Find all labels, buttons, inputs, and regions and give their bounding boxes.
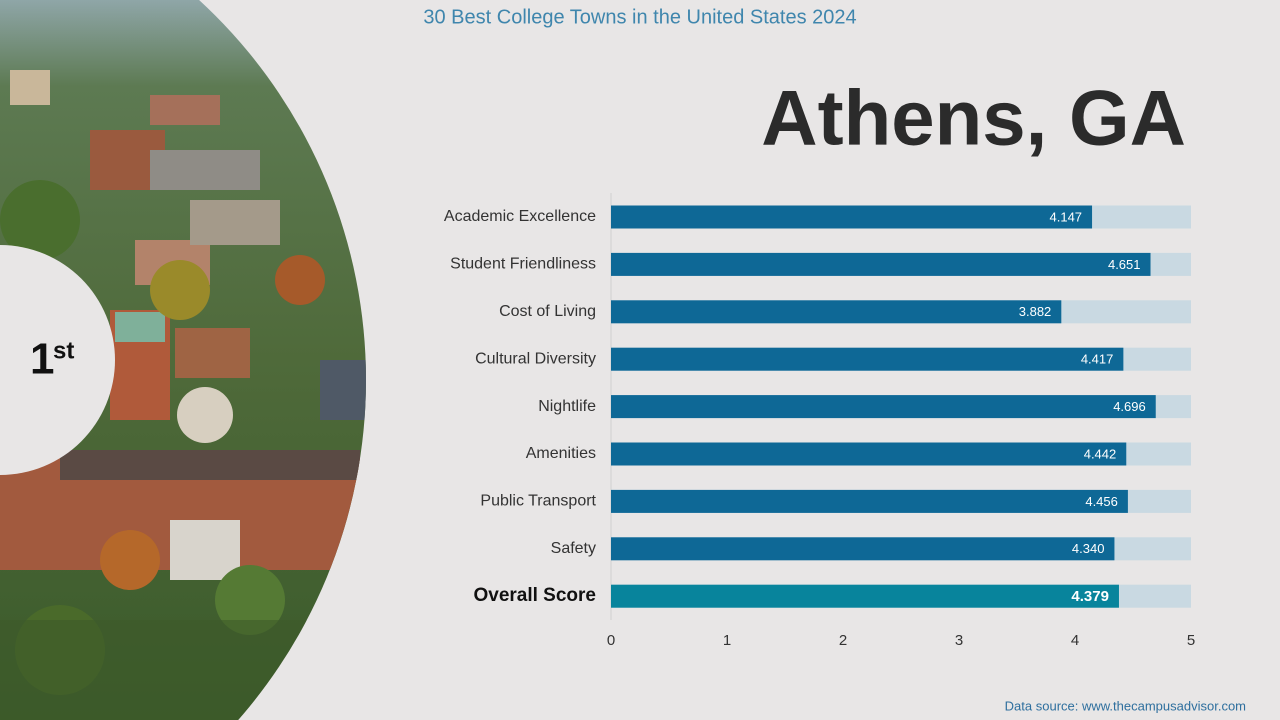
value-label: 4.456 xyxy=(1085,494,1118,509)
rank-badge xyxy=(0,245,115,475)
bar xyxy=(611,300,1062,324)
category-label: Student Friendliness xyxy=(450,256,596,273)
x-tick-label: 4 xyxy=(1071,632,1079,649)
bar xyxy=(611,537,1115,561)
rank: 1 xyxy=(30,335,54,384)
category-label: Cultural Diversity xyxy=(475,350,596,367)
x-tick-label: 0 xyxy=(607,632,615,649)
value-label: 3.882 xyxy=(1019,304,1052,319)
category-label: Nightlife xyxy=(538,398,596,415)
category-label: Amenities xyxy=(526,445,596,462)
value-label: 4.417 xyxy=(1081,352,1114,367)
value-label: 4.379 xyxy=(1071,588,1109,605)
bar xyxy=(611,395,1156,419)
x-tick-label: 3 xyxy=(955,632,963,649)
category-label: Safety xyxy=(551,540,596,557)
value-label: 4.340 xyxy=(1072,541,1105,556)
value-label: 4.696 xyxy=(1113,399,1146,414)
rank-suffix: st xyxy=(53,337,74,364)
value-label: 4.147 xyxy=(1050,209,1083,224)
category-label: Cost of Living xyxy=(499,303,596,320)
value-label: 4.442 xyxy=(1084,446,1117,461)
value-label: 4.651 xyxy=(1108,257,1141,272)
bar xyxy=(611,205,1093,229)
x-tick-label: 5 xyxy=(1187,632,1195,649)
bar xyxy=(611,347,1124,371)
source: Data source: www.thecampusadvisor.com xyxy=(1005,698,1246,713)
bar xyxy=(611,489,1128,513)
x-tick-label: 2 xyxy=(839,632,847,649)
category-label: Academic Excellence xyxy=(444,208,596,225)
chart-subtitle: Athens, GA xyxy=(761,74,1186,162)
x-tick-label: 1 xyxy=(723,632,731,649)
category-label: Public Transport xyxy=(480,493,596,510)
bar xyxy=(611,252,1151,276)
chart-title: 30 Best College Towns in the United Stat… xyxy=(423,6,856,28)
bar xyxy=(611,442,1127,466)
category-label: Overall Score xyxy=(473,585,596,606)
bar xyxy=(611,584,1119,608)
